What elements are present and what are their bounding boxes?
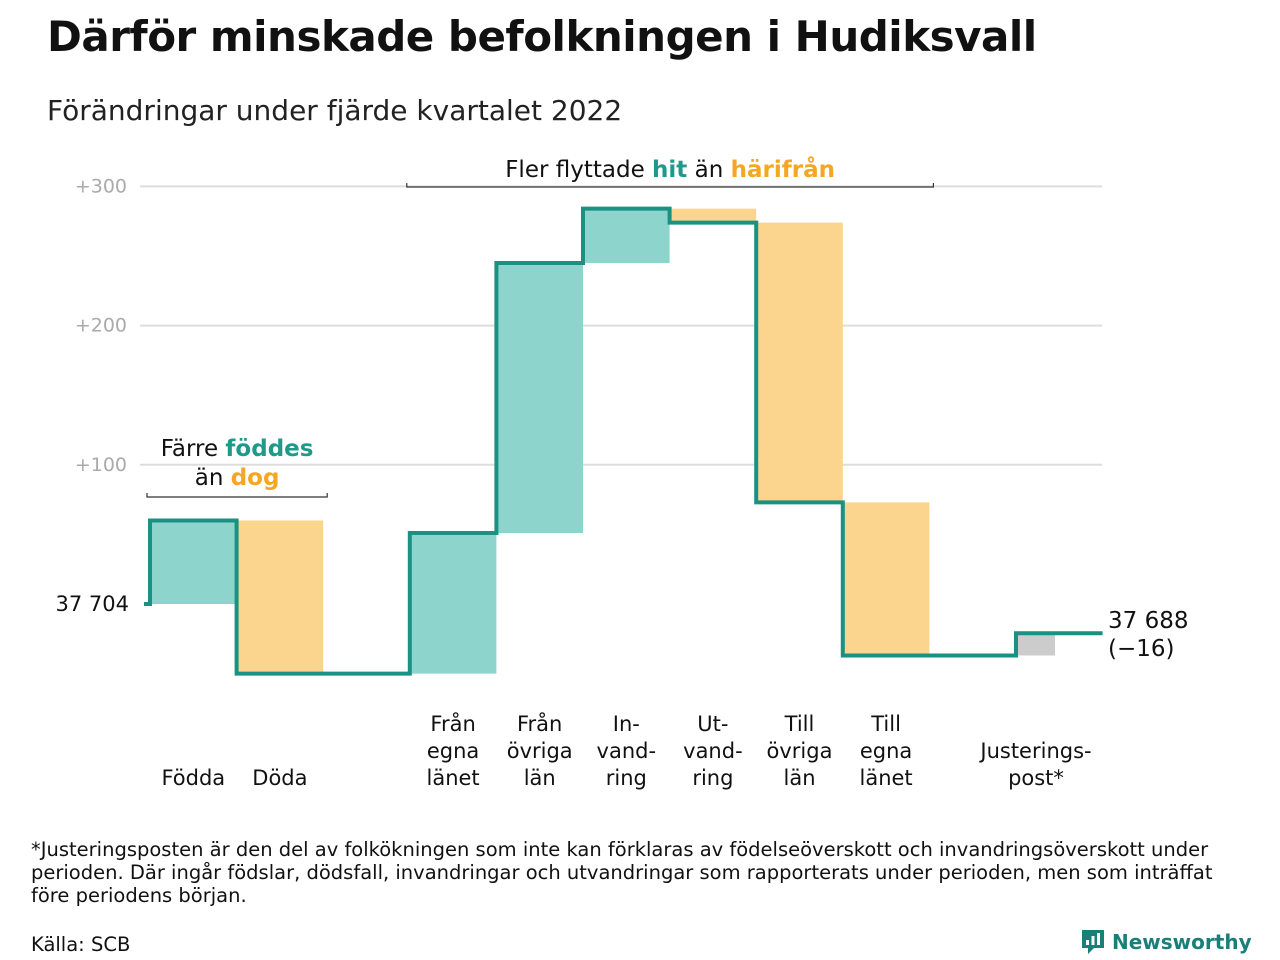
annotation-text-0-0: Färre föddes <box>161 436 314 462</box>
annotation-segment-0-1-1: dog <box>231 465 280 491</box>
chart-title: Därför minskade befolkningen i Hudiksval… <box>47 12 1037 61</box>
bar-4 <box>496 262 583 534</box>
y-tick-label-100: +100 <box>75 454 127 476</box>
category-label-5-0: In- <box>613 712 640 736</box>
annotation-text-1-0: Fler flyttade hit än härifrån <box>505 156 835 183</box>
annotation-segment-0-0-1: föddes <box>225 436 313 462</box>
annotation-segment-0-0-0: Färre <box>161 436 226 462</box>
category-label-7-2: län <box>783 766 815 790</box>
category-label-5-2: ring <box>606 766 647 790</box>
bar-8 <box>842 502 930 656</box>
bar-1 <box>236 520 324 674</box>
category-label-10-0: Justerings- <box>978 739 1091 763</box>
brand-name: Newsworthy <box>1112 930 1252 954</box>
category-label-6-1: vand- <box>683 739 743 763</box>
category-label-3-0: Från <box>430 711 475 736</box>
category-label-8-0: Till <box>870 712 901 736</box>
end-change-label: (−16) <box>1108 636 1174 662</box>
category-label-4-1: övriga <box>507 739 573 763</box>
annotation-segment-1-0-3: härifrån <box>731 156 835 183</box>
end-value-label: 37 688 <box>1108 608 1188 634</box>
category-label-6-2: ring <box>692 766 733 790</box>
source-note: Källa: SCB <box>31 933 131 956</box>
bar-10 <box>1017 633 1055 656</box>
annotation-bracket-0 <box>146 493 328 498</box>
annotation-segment-1-0-2: än <box>687 157 730 183</box>
brand-logo: Newsworthy <box>1080 928 1252 956</box>
category-label-0-0: Födda <box>161 766 225 790</box>
bar-6 <box>669 208 757 223</box>
annotation-segment-1-0-1: hit <box>652 157 687 183</box>
category-label-8-1: egna <box>860 739 912 763</box>
start-value-label: 37 704 <box>56 592 129 616</box>
bar-7 <box>756 222 843 503</box>
category-label-4-0: Från <box>517 711 562 736</box>
annotation-text-0-1: än dog <box>195 465 280 491</box>
annotation-bracket-1 <box>406 183 934 188</box>
newsworthy-logo-icon <box>1082 930 1104 954</box>
category-label-8-2: länet <box>860 766 913 790</box>
y-tick-label-200: +200 <box>75 315 127 337</box>
category-label-3-2: länet <box>427 766 480 790</box>
chart-subtitle: Förändringar under fjärde kvartalet 2022 <box>47 94 623 127</box>
category-label-4-2: län <box>524 766 556 790</box>
bar-5 <box>583 208 670 263</box>
category-label-7-1: övriga <box>767 739 833 763</box>
category-label-6-0: Ut- <box>697 712 728 736</box>
category-label-5-1: vand- <box>597 739 657 763</box>
annotation-segment-0-1-0: än <box>195 465 231 491</box>
footnote: *Justeringsposten är den del av folkökni… <box>31 838 1213 907</box>
category-label-1-0: Döda <box>252 766 307 790</box>
category-label-7-0: Till <box>784 712 815 736</box>
step-line <box>144 206 1103 676</box>
y-tick-label-300: +300 <box>75 175 127 197</box>
category-label-3-1: egna <box>427 739 479 763</box>
category-label-10-1: post* <box>1008 766 1064 790</box>
bar-0 <box>150 520 237 604</box>
bar-3 <box>409 533 497 674</box>
annotation-segment-1-0-0: Fler flyttade <box>505 157 652 183</box>
